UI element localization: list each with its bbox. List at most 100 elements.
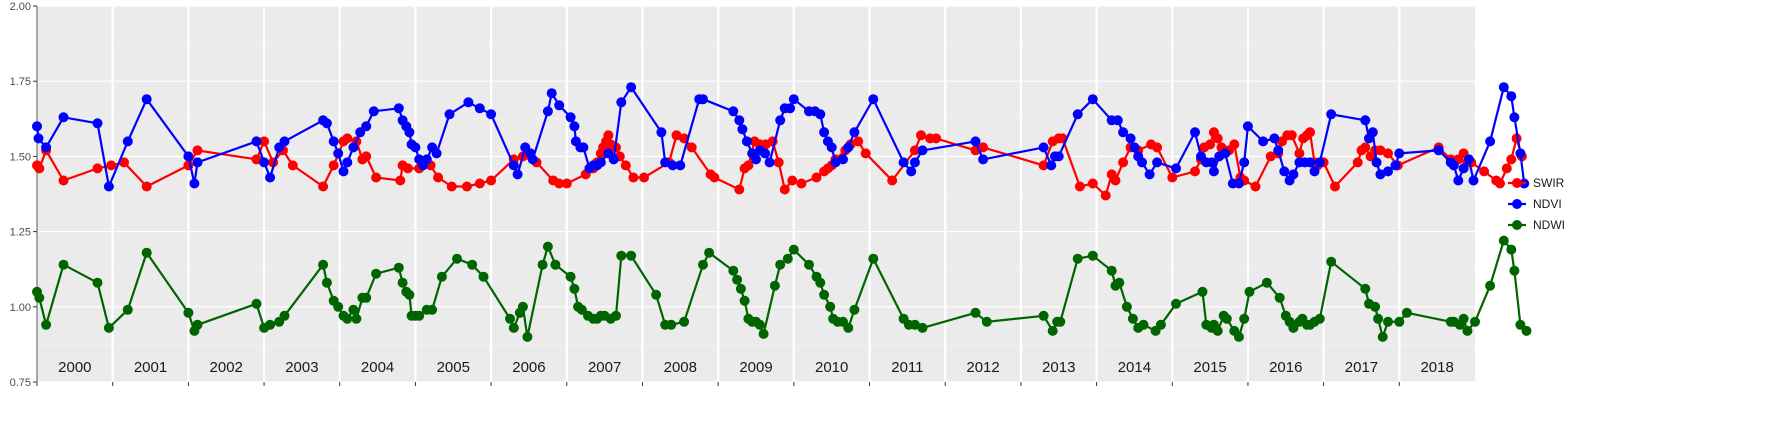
y-tick-label: 2.00: [10, 1, 31, 13]
data-point-swir: [916, 130, 926, 141]
data-point-ndwi: [333, 301, 344, 312]
data-point-ndvi: [868, 94, 879, 105]
data-point-ndwi: [825, 301, 836, 312]
data-point-ndvi: [342, 157, 353, 168]
data-point-ndvi: [775, 115, 786, 126]
data-point-swir: [860, 148, 871, 159]
data-point-ndvi: [1383, 166, 1393, 177]
data-point-ndvi: [788, 94, 799, 105]
data-point-ndwi: [917, 322, 928, 333]
data-point-ndvi: [33, 133, 44, 144]
data-point-ndwi: [34, 292, 45, 303]
year-label: 2014: [1118, 359, 1151, 376]
data-point-ndwi: [141, 247, 152, 258]
data-point-swir: [371, 172, 382, 183]
year-label: 2006: [512, 359, 545, 376]
data-point-swir: [1074, 181, 1085, 192]
data-point-swir: [743, 160, 754, 171]
data-point-ndvi: [1485, 136, 1496, 147]
data-point-ndvi: [675, 160, 686, 171]
data-point-ndwi: [1138, 319, 1149, 330]
data-point-ndwi: [626, 250, 637, 261]
data-point-ndvi: [737, 124, 748, 135]
data-point-ndwi: [728, 265, 739, 276]
year-label: 2007: [588, 359, 621, 376]
data-point-ndwi: [1326, 256, 1337, 267]
data-point-ndvi: [1125, 133, 1136, 144]
data-point-ndwi: [517, 301, 528, 312]
data-point-ndwi: [265, 319, 276, 330]
data-point-ndwi: [1127, 313, 1138, 324]
data-point-ndwi: [849, 304, 860, 315]
data-point-ndvi: [321, 118, 332, 129]
data-point-ndwi: [351, 313, 362, 324]
data-point-ndwi: [735, 283, 746, 294]
data-point-swir: [58, 175, 69, 186]
data-point-ndwi: [1401, 307, 1412, 318]
data-point-ndvi: [1509, 112, 1520, 123]
year-label: 2000: [58, 359, 91, 376]
data-point-ndvi: [32, 121, 42, 132]
data-point-swir: [119, 157, 129, 168]
data-point-ndvi: [1046, 160, 1057, 171]
data-point-swir: [1190, 166, 1200, 177]
data-point-ndvi: [527, 154, 538, 165]
data-point-swir: [1330, 181, 1340, 192]
data-point-ndwi: [505, 313, 515, 324]
data-point-ndwi: [1055, 316, 1066, 327]
year-label: 2001: [134, 359, 167, 376]
data-point-swir: [1087, 178, 1098, 189]
data-point-ndvi: [1206, 157, 1217, 168]
data-point-swir: [433, 172, 444, 183]
data-point-ndvi: [1468, 175, 1479, 186]
data-point-ndvi: [431, 148, 442, 159]
y-tick-label: 1.00: [10, 302, 31, 314]
year-label: 2017: [1345, 359, 1378, 376]
data-point-swir: [251, 154, 262, 165]
data-point-swir: [554, 178, 565, 189]
data-point-ndvi: [970, 136, 981, 147]
data-point-ndvi: [1129, 142, 1140, 153]
data-point-ndwi: [537, 259, 548, 270]
data-point-swir: [779, 184, 790, 195]
data-point-ndwi: [348, 304, 359, 315]
data-point-ndwi: [1221, 313, 1232, 324]
data-point-ndvi: [1394, 148, 1405, 159]
data-point-swir: [1479, 166, 1490, 177]
data-point-swir: [342, 133, 353, 144]
data-point-ndvi: [1220, 148, 1231, 159]
data-point-ndvi: [141, 94, 152, 105]
data-point-ndwi: [819, 289, 830, 300]
data-point-ndwi: [1212, 325, 1223, 336]
y-tick-label: 1.75: [10, 76, 31, 88]
data-point-ndwi: [1274, 292, 1285, 303]
data-point-ndvi: [1288, 169, 1299, 180]
data-point-ndwi: [1288, 322, 1299, 333]
data-point-ndvi: [698, 94, 708, 105]
data-point-swir: [486, 175, 497, 186]
data-point-swir: [1305, 127, 1315, 138]
series-ndwi: [32, 235, 1532, 342]
data-point-ndvi: [103, 181, 114, 192]
data-point-ndwi: [1314, 313, 1325, 324]
data-point-ndvi: [1087, 94, 1098, 105]
data-point-ndwi: [452, 253, 462, 264]
data-point-swir: [192, 145, 203, 156]
year-label: 2015: [1193, 359, 1226, 376]
data-point-ndvi: [265, 172, 276, 183]
data-point-ndvi: [1190, 127, 1200, 138]
data-point-swir: [1205, 139, 1216, 150]
data-point-ndwi: [666, 319, 677, 330]
data-point-ndvi: [569, 121, 580, 132]
data-point-swir: [1294, 148, 1305, 159]
data-point-ndwi: [1462, 325, 1473, 336]
data-point-ndwi: [754, 319, 765, 330]
data-point-swir: [853, 136, 864, 147]
y-tick-label: 0.75: [10, 377, 31, 389]
data-point-swir: [686, 142, 697, 153]
data-point-ndwi: [1373, 313, 1384, 324]
year-label: 2011: [891, 359, 923, 376]
data-point-ndwi: [1509, 265, 1520, 276]
data-point-swir: [92, 163, 103, 174]
data-point-ndwi: [1087, 250, 1098, 261]
